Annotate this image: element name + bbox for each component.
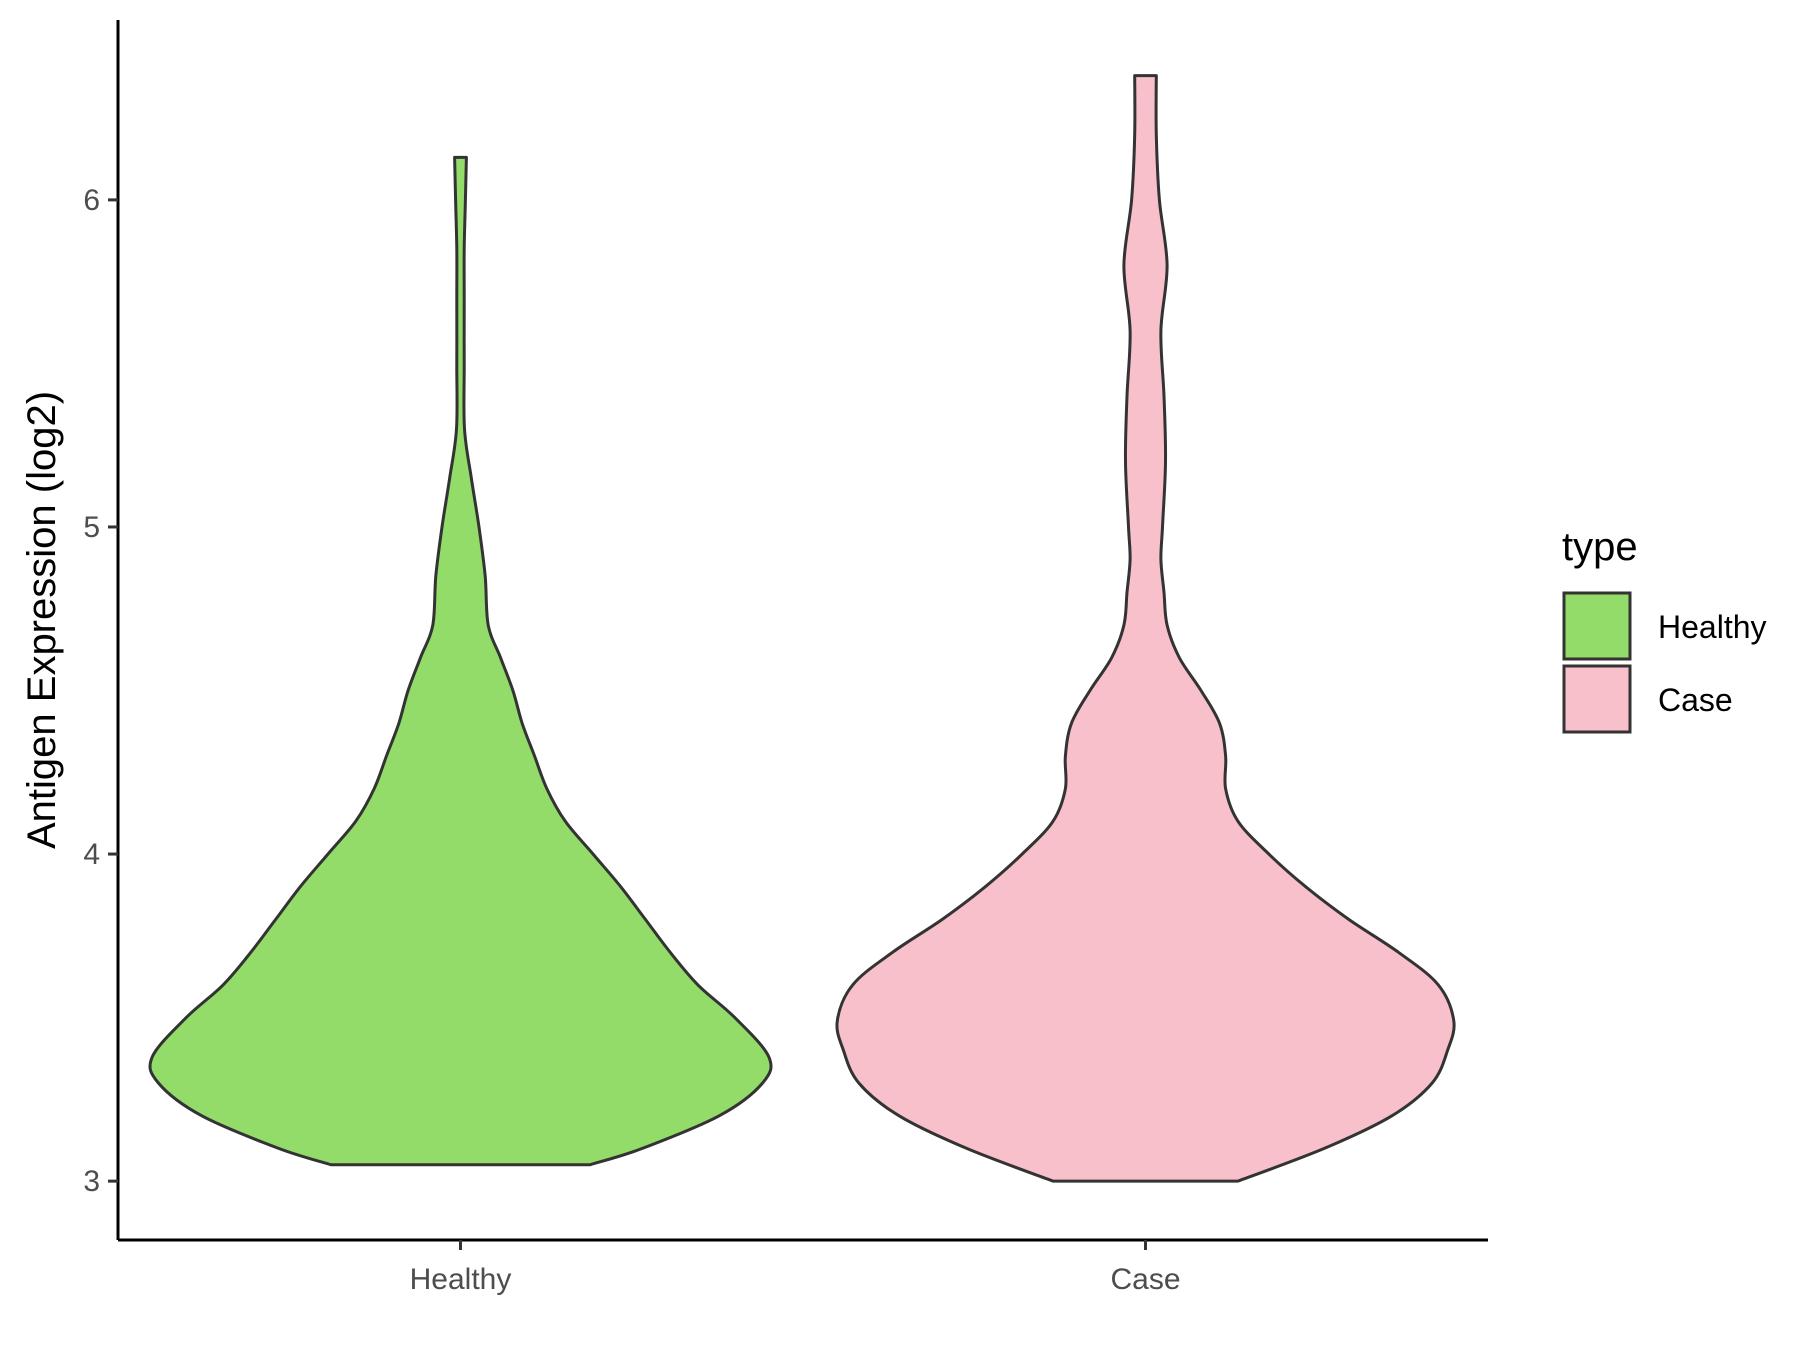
legend-label-case: Case xyxy=(1658,682,1733,718)
x-axis: Healthy Case xyxy=(118,1238,1488,1296)
y-tick-label: 3 xyxy=(83,1165,100,1198)
x-tick-label: Healthy xyxy=(410,1263,512,1296)
y-tick-label: 5 xyxy=(83,511,100,544)
legend: type Healthy Case xyxy=(1562,525,1767,734)
x-tick-label: Case xyxy=(1110,1263,1180,1296)
violin-case xyxy=(835,74,1456,1183)
y-axis: 3 4 5 6 xyxy=(83,20,120,1240)
y-axis-title: Antigen Expression (log2) xyxy=(20,391,64,849)
legend-key-case xyxy=(1562,664,1632,734)
legend-label-healthy: Healthy xyxy=(1658,609,1767,645)
y-tick-label: 6 xyxy=(83,184,100,217)
legend-title: type xyxy=(1562,525,1638,569)
violin-layer xyxy=(148,74,1456,1183)
y-tick-label: 4 xyxy=(83,838,100,871)
legend-key-healthy xyxy=(1562,591,1632,661)
violin-healthy xyxy=(148,155,773,1167)
